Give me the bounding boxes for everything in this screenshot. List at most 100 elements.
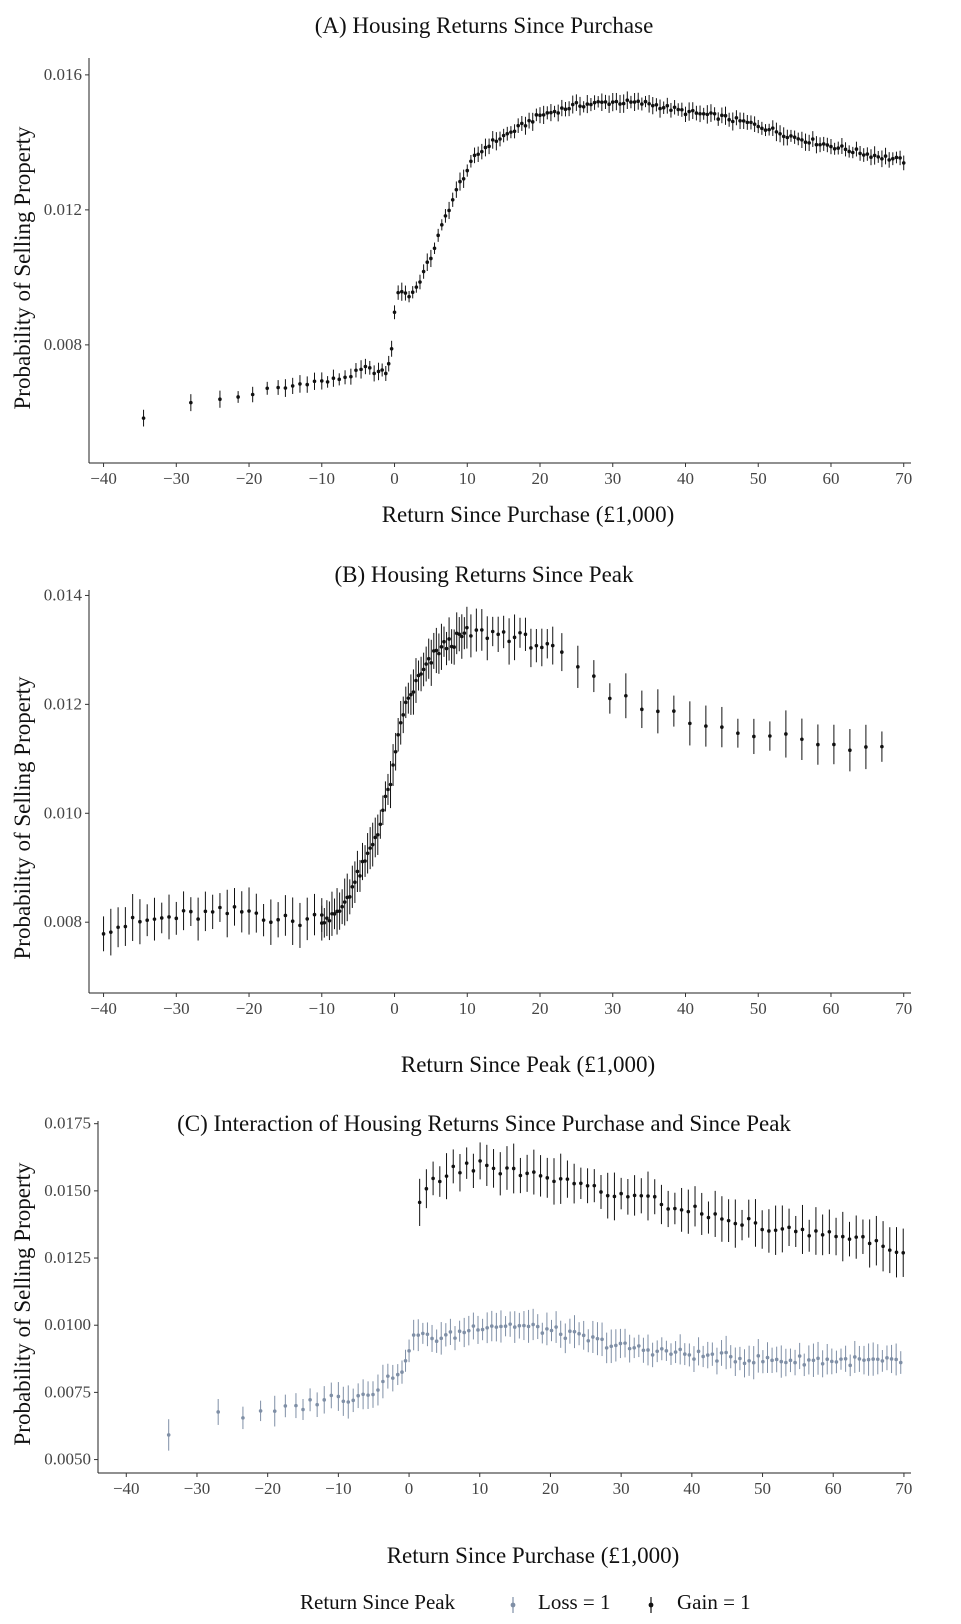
data-point	[767, 123, 771, 136]
gain-data-point	[538, 1155, 543, 1197]
point-marker	[800, 138, 804, 142]
loss-data-point	[852, 1340, 857, 1373]
x-tick-label: 40	[677, 999, 694, 1018]
point-marker	[781, 134, 786, 139]
point-marker	[810, 137, 815, 141]
point-marker	[531, 1322, 535, 1327]
data-point	[440, 219, 444, 231]
loss-data-point	[586, 1329, 591, 1353]
point-marker	[820, 1362, 825, 1366]
data-point	[596, 96, 601, 108]
data-point	[116, 907, 120, 948]
data-point	[738, 112, 742, 130]
point-marker	[742, 1361, 747, 1366]
data-point	[624, 673, 628, 719]
loss-data-point	[742, 1349, 747, 1378]
point-marker	[472, 153, 477, 158]
point-marker	[825, 143, 830, 147]
point-marker	[452, 645, 456, 649]
data-point	[403, 285, 408, 301]
data-point	[247, 887, 251, 935]
loss-data-point	[664, 1340, 669, 1361]
gain-data-point	[605, 1172, 610, 1219]
loss-data-point	[361, 1379, 365, 1410]
x-tick-label: 10	[459, 999, 476, 1018]
data-point	[388, 761, 393, 809]
point-marker	[891, 156, 895, 161]
point-marker	[276, 385, 280, 390]
point-marker	[626, 1195, 630, 1199]
data-point	[621, 94, 626, 113]
loss-data-point	[889, 1344, 894, 1374]
loss-data-point	[400, 1360, 404, 1384]
data-point	[640, 690, 644, 729]
data-point	[821, 136, 826, 151]
x-tick-label: 70	[895, 1479, 912, 1498]
point-marker	[101, 932, 106, 936]
x-tick-label: −30	[163, 469, 190, 488]
point-marker	[614, 1343, 618, 1348]
data-point	[145, 904, 149, 937]
point-marker	[591, 1335, 595, 1339]
data-point	[381, 795, 385, 826]
data-point	[727, 112, 731, 127]
point-marker	[603, 100, 608, 104]
point-marker	[431, 1176, 435, 1181]
data-point	[210, 894, 215, 930]
point-marker	[751, 1360, 756, 1365]
loss-data-point	[535, 1314, 540, 1340]
point-marker	[600, 1337, 604, 1342]
gain-data-point	[840, 1211, 845, 1262]
point-marker	[442, 639, 446, 644]
data-point	[509, 126, 513, 139]
loss-data-point	[416, 1319, 421, 1352]
point-marker	[487, 144, 491, 149]
loss-data-point	[448, 1318, 453, 1346]
data-point	[687, 102, 691, 121]
loss-data-point	[568, 1318, 572, 1344]
point-marker	[283, 913, 288, 918]
gain-data-point	[552, 1158, 556, 1205]
gain-data-point	[800, 1204, 805, 1254]
point-marker	[785, 135, 790, 140]
gain-data-point	[619, 1177, 623, 1210]
point-marker	[454, 187, 459, 192]
point-marker	[738, 118, 742, 123]
data-point	[332, 898, 337, 930]
point-marker	[767, 127, 771, 132]
data-point	[534, 629, 539, 663]
point-marker	[640, 102, 644, 106]
data-point	[368, 827, 372, 870]
point-marker	[447, 208, 451, 213]
panel-b-xlabel: Return Since Peak (£1,000)	[401, 1052, 655, 1077]
data-point	[818, 137, 822, 153]
data-point	[490, 131, 495, 149]
data-point	[752, 718, 756, 755]
point-marker	[641, 1348, 646, 1353]
data-point	[239, 891, 244, 933]
point-marker	[866, 1357, 871, 1362]
point-marker	[724, 1350, 728, 1355]
data-point	[814, 136, 819, 154]
loss-data-point	[609, 1329, 614, 1364]
point-marker	[451, 1164, 456, 1169]
y-tick-label: 0.0075	[44, 1382, 91, 1401]
point-marker	[396, 732, 400, 737]
point-marker	[540, 1331, 545, 1335]
y-tick-label: 0.0100	[44, 1315, 91, 1334]
point-marker	[210, 910, 215, 914]
point-marker	[159, 916, 164, 920]
data-point	[770, 120, 775, 136]
point-marker	[130, 915, 135, 920]
point-marker	[437, 651, 441, 656]
point-marker	[572, 1181, 576, 1186]
data-point	[421, 264, 426, 279]
point-marker	[586, 1338, 591, 1343]
point-marker	[538, 113, 542, 118]
gain-data-point	[854, 1215, 859, 1259]
panel-a: (A) Housing Returns Since Purchase Proba…	[10, 13, 912, 527]
point-marker	[358, 874, 362, 878]
gain-data-point	[438, 1166, 442, 1197]
data-point	[800, 131, 804, 148]
data-point	[665, 97, 670, 114]
